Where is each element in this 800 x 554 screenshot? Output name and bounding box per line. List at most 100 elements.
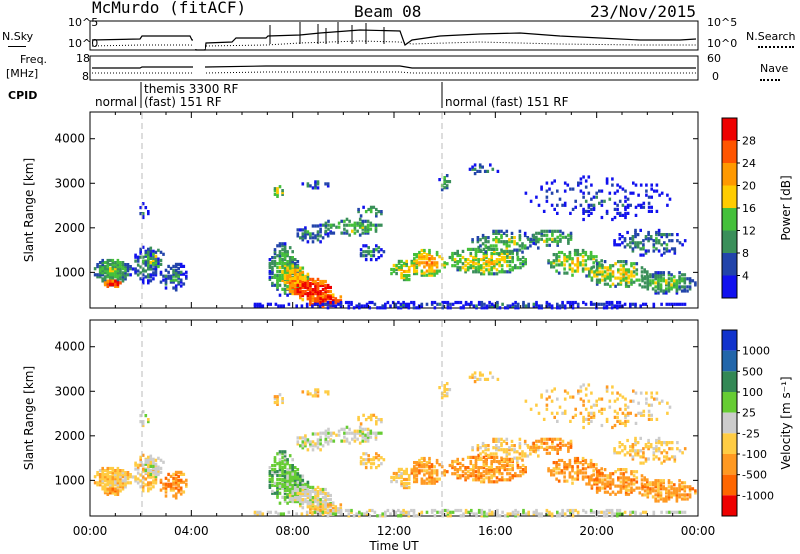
velocity-cell	[179, 478, 183, 482]
power-cell	[301, 270, 305, 274]
velocity-cell	[271, 477, 274, 482]
velocity-cell	[552, 461, 556, 465]
velocity-cell	[663, 441, 666, 445]
velocity-cell	[324, 505, 327, 509]
power-cell	[428, 269, 431, 273]
power-cell	[359, 248, 363, 252]
power-cell	[111, 277, 115, 281]
power-cell	[288, 291, 292, 295]
velocity-cell	[627, 488, 631, 492]
velocity-cell	[634, 391, 638, 395]
velocity-cell	[314, 509, 317, 513]
velocity-cell	[350, 508, 353, 513]
velocity-cell	[650, 391, 653, 395]
velocity-cell	[652, 457, 656, 461]
velocity-cell	[172, 476, 175, 480]
power-cell	[513, 242, 516, 246]
velocity-cell	[309, 505, 312, 509]
velocity-cell	[488, 512, 491, 516]
velocity-cell	[521, 450, 524, 454]
velocity-cell	[647, 438, 650, 443]
velocity-cell	[96, 481, 99, 485]
power-cell	[686, 285, 689, 289]
velocity-cell	[98, 479, 102, 483]
power-cell	[436, 302, 439, 306]
power-cell	[329, 297, 332, 301]
power-cell	[283, 263, 287, 268]
power-cell	[508, 249, 512, 253]
power-cell	[518, 238, 522, 242]
velocity-cell	[505, 448, 509, 452]
power-cell	[364, 225, 367, 229]
velocity-cell	[169, 482, 173, 486]
power-cell	[624, 280, 628, 284]
velocity-cell	[154, 466, 158, 470]
velocity-cell	[418, 463, 421, 467]
power-cell	[154, 269, 158, 273]
power-cell	[683, 287, 687, 291]
velocity-cell	[600, 423, 604, 428]
velocity-cell	[96, 471, 99, 475]
power-cell	[283, 258, 287, 262]
power-cell	[469, 260, 473, 264]
power-cell	[453, 260, 457, 264]
power-cell	[329, 223, 333, 227]
power-cell	[316, 285, 320, 290]
power-cell	[584, 259, 588, 263]
velocity-cell	[116, 487, 120, 491]
velocity-cell	[617, 490, 620, 494]
power-cell	[477, 264, 480, 268]
freq-line	[92, 65, 696, 69]
power-cell	[430, 269, 434, 273]
power-cell	[688, 279, 692, 283]
velocity-cell	[306, 392, 310, 396]
velocity-cell	[141, 469, 145, 473]
velocity-cell	[496, 514, 499, 518]
velocity-cell	[553, 437, 557, 441]
velocity-cell	[500, 472, 504, 476]
power-cell	[483, 302, 486, 306]
velocity-cell	[430, 481, 434, 485]
power-cell	[331, 300, 335, 305]
power-cell	[276, 265, 279, 270]
power-cell	[645, 183, 648, 187]
velocity-cell	[373, 510, 377, 514]
power-cell	[309, 288, 312, 292]
power-cell	[665, 249, 669, 253]
power-cell	[459, 266, 462, 270]
nave-label: Nave	[760, 62, 789, 75]
power-cell	[319, 240, 322, 244]
velocity-cell	[129, 473, 132, 477]
velocity-cell	[569, 445, 573, 449]
power-cell	[568, 257, 572, 261]
velocity-cell	[477, 476, 480, 480]
power-cell	[584, 253, 588, 257]
velocity-cell	[337, 433, 341, 437]
power-cell	[563, 259, 566, 263]
velocity-cell	[652, 512, 656, 516]
power-cell	[327, 223, 330, 227]
velocity-cell	[683, 497, 687, 501]
power-cell	[339, 295, 343, 299]
power-cell	[483, 169, 487, 173]
velocity-cell	[311, 487, 315, 492]
velocity-cell	[446, 470, 449, 474]
power-cell	[617, 268, 620, 272]
velocity-cell	[179, 488, 183, 492]
velocity-cell	[316, 442, 320, 446]
velocity-cell	[286, 458, 289, 462]
power-cell	[647, 239, 650, 243]
velocity-cell	[487, 476, 491, 480]
power-cell	[157, 257, 160, 261]
velocity-cell	[314, 388, 317, 392]
power-cell	[332, 231, 336, 235]
velocity-cell	[418, 465, 421, 469]
velocity-cell	[643, 478, 646, 482]
velocity-cell	[106, 469, 110, 473]
velocity-cell	[164, 494, 168, 498]
velocity-cell	[361, 427, 365, 431]
velocity-cell	[587, 475, 590, 479]
velocity-cell	[535, 443, 538, 447]
power-cell	[296, 276, 300, 280]
velocity-cell	[557, 463, 561, 467]
